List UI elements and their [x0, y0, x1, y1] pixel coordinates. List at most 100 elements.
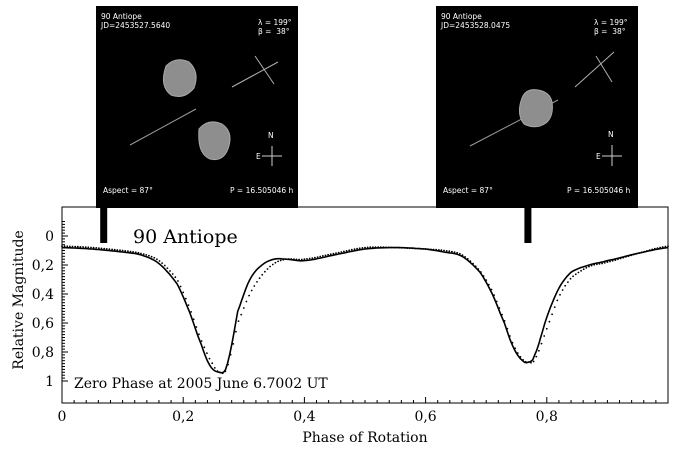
- x-tick-label: 0: [58, 409, 67, 425]
- phase-marker: [524, 207, 532, 243]
- panel-aspect: Aspect = 87°: [103, 186, 153, 195]
- x-tick-label: 0,6: [414, 409, 436, 425]
- observed-point: [569, 277, 572, 280]
- observed-point: [179, 285, 182, 288]
- observed-point: [266, 268, 269, 270]
- y-axis: 0 0,2 0,4 0,6 0,8 1: [32, 221, 68, 390]
- panel-aspect: Aspect = 87°: [443, 186, 493, 195]
- observed-point: [111, 248, 113, 251]
- observed-point: [456, 251, 459, 254]
- observed-point: [448, 250, 451, 253]
- observed-point: [258, 277, 261, 280]
- asteroid-body-primary: [162, 59, 197, 97]
- observed-point: [559, 293, 561, 296]
- observed-point: [242, 307, 245, 309]
- phase-marker: [100, 207, 108, 243]
- observed-point: [540, 342, 543, 345]
- observed-point: [664, 245, 667, 248]
- observed-point: [192, 318, 195, 321]
- observed-point: [356, 247, 358, 250]
- panel-julian-date: JD=2453528.0475: [441, 21, 511, 30]
- observed-point: [79, 246, 82, 248]
- observed-point: [532, 360, 535, 363]
- observed-point: [445, 250, 448, 252]
- observed-point: [66, 245, 69, 248]
- observed-point: [443, 249, 445, 252]
- spin-axis-line: [231, 61, 279, 88]
- observed-point: [337, 251, 340, 254]
- observed-point: [150, 255, 153, 258]
- observed-point: [601, 262, 603, 265]
- x-axis-label: Phase of Rotation: [302, 430, 427, 446]
- observed-point: [340, 251, 343, 253]
- observed-point: [105, 248, 108, 250]
- spin-axis-tick: [254, 55, 275, 85]
- observed-point: [314, 256, 316, 259]
- observed-point: [163, 264, 166, 267]
- y-tick-label: 0,2: [32, 258, 54, 274]
- observed-point: [156, 258, 158, 261]
- observed-point: [350, 248, 353, 251]
- observed-point: [98, 247, 100, 250]
- observed-point: [551, 313, 553, 316]
- observed-point: [148, 254, 150, 257]
- observed-point: [358, 247, 361, 250]
- observed-point: [274, 261, 277, 264]
- observed-point: [82, 246, 84, 248]
- observed-point: [577, 271, 580, 274]
- observed-points: [61, 245, 669, 375]
- rotation-phase-markers: [100, 207, 532, 243]
- observed-point: [129, 250, 132, 253]
- observed-point: [453, 251, 456, 254]
- observed-point: [279, 259, 282, 262]
- x-tick-label: 0,2: [172, 409, 194, 425]
- observed-point: [588, 265, 590, 268]
- observed-point: [116, 249, 119, 251]
- observed-point: [329, 253, 332, 256]
- observed-point: [203, 346, 206, 349]
- observed-point: [69, 245, 71, 248]
- observed-point: [548, 320, 551, 323]
- observed-point: [190, 311, 193, 313]
- observed-point: [556, 299, 559, 302]
- y-tick-label: 1: [45, 374, 54, 390]
- observed-point: [184, 297, 187, 300]
- observed-point: [353, 248, 356, 251]
- observed-point: [572, 275, 574, 278]
- y-tick-label: 0,8: [32, 345, 54, 361]
- observed-point: [306, 258, 308, 260]
- panel-period: P = 16.505046 h: [230, 186, 294, 195]
- observed-point: [300, 258, 303, 261]
- spin-axis-tick: [595, 55, 613, 83]
- panel-lambda: λ = 199°: [594, 18, 628, 27]
- observed-point: [580, 269, 582, 272]
- observed-point: [545, 327, 548, 330]
- panel-julian-date: JD=2453527.5640: [101, 21, 171, 30]
- y-tick-label: 0: [45, 229, 54, 245]
- observed-point: [348, 249, 351, 252]
- observed-point: [232, 343, 235, 345]
- observed-point: [345, 250, 348, 252]
- observed-point: [61, 245, 63, 248]
- observed-point: [87, 246, 90, 249]
- observed-point: [250, 289, 253, 292]
- observed-point: [253, 285, 256, 287]
- observed-point: [171, 273, 174, 275]
- observed-point: [63, 245, 66, 248]
- observed-point: [269, 265, 271, 268]
- observed-point: [124, 250, 127, 252]
- asteroid-body-pair: [518, 89, 553, 128]
- observed-point: [335, 252, 337, 255]
- observed-point: [609, 260, 611, 263]
- observed-point: [343, 250, 345, 253]
- observed-point: [237, 320, 240, 322]
- zero-phase-annotation: Zero Phase at 2005 June 6.7002 UT: [74, 376, 328, 392]
- observed-point: [303, 258, 306, 261]
- observed-point: [95, 247, 98, 249]
- observed-point: [127, 250, 129, 253]
- observed-point: [235, 330, 237, 333]
- panel-period: P = 16.505046 h: [567, 186, 631, 195]
- observed-point: [245, 300, 248, 303]
- observed-point: [324, 254, 327, 257]
